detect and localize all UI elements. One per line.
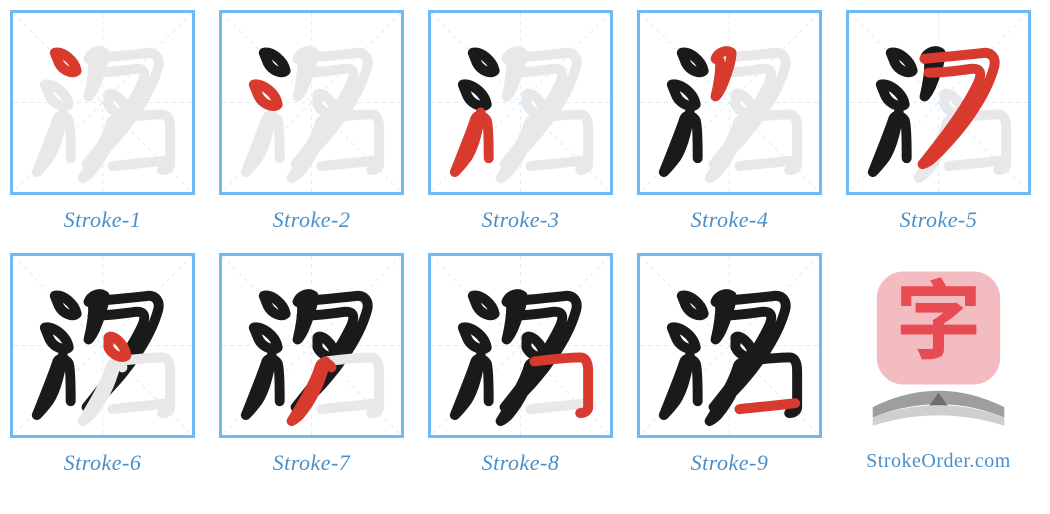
stroke-tile <box>637 10 822 195</box>
stroke-cell: Stroke-2 <box>219 10 404 233</box>
stroke-svg <box>431 256 610 435</box>
stroke-tile <box>219 10 404 195</box>
stroke-svg <box>640 13 819 192</box>
stroke-tile <box>637 253 822 438</box>
stroke-tile <box>428 253 613 438</box>
stroke-tile <box>428 10 613 195</box>
stroke-tile <box>10 253 195 438</box>
stroke-svg <box>849 13 1028 192</box>
stroke-tile <box>846 10 1031 195</box>
attribution-icon: 字 <box>846 253 1031 438</box>
attribution-svg: 字 <box>846 253 1031 438</box>
stroke-svg <box>13 256 192 435</box>
stroke-cell: Stroke-6 <box>10 253 195 476</box>
stroke-cell: Stroke-8 <box>428 253 613 476</box>
stroke-tile <box>10 10 195 195</box>
stroke-caption: Stroke-6 <box>64 450 142 476</box>
stroke-caption: Stroke-7 <box>273 450 351 476</box>
svg-text:字: 字 <box>895 253 981 377</box>
stroke-cell: Stroke-3 <box>428 10 613 233</box>
stroke-svg <box>13 13 192 192</box>
stroke-caption: Stroke-8 <box>482 450 560 476</box>
stroke-grid: Stroke-1 Stroke-2 <box>10 10 1040 476</box>
stroke-cell: Stroke-5 <box>846 10 1031 233</box>
stroke-svg <box>222 13 401 192</box>
stroke-cell: Stroke-7 <box>219 253 404 476</box>
stroke-svg <box>431 13 610 192</box>
attribution-cell: 字 StrokeOrder.com <box>846 253 1031 476</box>
stroke-svg <box>640 256 819 435</box>
stroke-caption: Stroke-2 <box>273 207 351 233</box>
stroke-caption: Stroke-1 <box>64 207 142 233</box>
stroke-svg <box>222 256 401 435</box>
stroke-cell: Stroke-4 <box>637 10 822 233</box>
stroke-caption: Stroke-4 <box>691 207 769 233</box>
stroke-cell: Stroke-1 <box>10 10 195 233</box>
stroke-caption: Stroke-5 <box>900 207 978 233</box>
stroke-cell: Stroke-9 <box>637 253 822 476</box>
attribution-label: StrokeOrder.com <box>866 450 1011 473</box>
stroke-caption: Stroke-9 <box>691 450 769 476</box>
stroke-caption: Stroke-3 <box>482 207 560 233</box>
stroke-tile <box>219 253 404 438</box>
